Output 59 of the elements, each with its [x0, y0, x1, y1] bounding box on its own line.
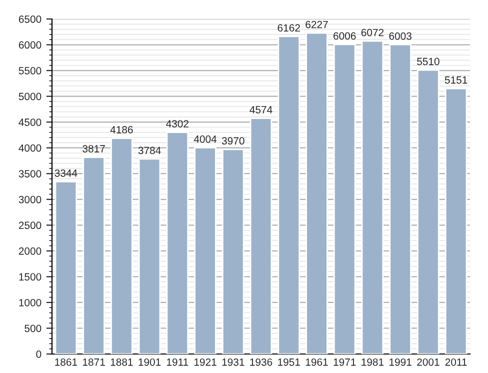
y-tick-label: 4500	[18, 118, 42, 126]
bar	[444, 88, 468, 354]
x-tick-label: 1911	[166, 358, 188, 366]
bar	[250, 118, 272, 354]
x-tick-label: 1871	[83, 358, 105, 366]
y-tick-label: 3500	[18, 170, 42, 178]
bar	[82, 156, 105, 354]
x-tick-label: 1971	[334, 358, 356, 366]
x-tick-label: 1961	[306, 358, 328, 366]
data-label: 4004	[194, 135, 217, 143]
y-tick-label: 2500	[18, 222, 42, 230]
bar	[138, 158, 161, 354]
bar	[222, 148, 244, 354]
x-tick-label: 1881	[110, 358, 133, 366]
bar	[278, 36, 300, 354]
data-label: 3344	[54, 169, 78, 177]
data-label: 4302	[166, 120, 188, 128]
bar	[389, 44, 412, 354]
y-tick-label: 4000	[18, 144, 42, 152]
y-tick-label: 6500	[18, 16, 42, 23]
x-tick-label: 1936	[250, 358, 272, 366]
x-tick-label: 1981	[362, 358, 384, 366]
data-label: 6006	[334, 32, 356, 40]
data-label: 4186	[110, 126, 133, 134]
data-label: 3784	[138, 146, 161, 154]
data-label: 6072	[361, 28, 384, 36]
data-label: 3970	[222, 137, 244, 145]
x-tick-label: 1861	[55, 358, 78, 366]
y-tick-label: 2000	[18, 247, 42, 255]
data-label: 6227	[306, 20, 328, 28]
data-label: 5510	[417, 58, 440, 66]
bar	[417, 69, 440, 354]
y-tick-label: 3000	[18, 196, 42, 204]
x-tick-label: 1951	[278, 358, 300, 366]
x-tick-label: 1991	[390, 358, 412, 366]
bar	[110, 138, 133, 354]
bar	[54, 180, 78, 354]
data-label: 4574	[250, 106, 272, 114]
bar	[166, 132, 189, 354]
y-tick-label: 1500	[19, 273, 42, 281]
data-label: 3817	[82, 145, 105, 152]
y-tick-label: 5500	[18, 67, 42, 74]
x-tick-label: 1931	[222, 358, 244, 366]
x-tick-label: 2011	[445, 358, 467, 366]
bar	[306, 32, 328, 354]
bar	[194, 146, 216, 354]
bar	[333, 44, 356, 354]
y-tick-label: 500	[24, 324, 42, 332]
x-tick-label: 1901	[138, 358, 161, 366]
y-tick-label: 0	[36, 350, 42, 358]
y-tick-label: 5000	[18, 92, 42, 100]
data-label: 6162	[278, 24, 300, 32]
data-label: 6003	[389, 32, 412, 40]
bar	[361, 40, 384, 354]
data-label: 5151	[444, 76, 468, 84]
y-tick-label: 6000	[18, 41, 42, 49]
x-tick-label: 1921	[194, 358, 216, 366]
y-tick-label: 1000	[19, 298, 42, 306]
x-tick-label: 2001	[417, 358, 440, 366]
